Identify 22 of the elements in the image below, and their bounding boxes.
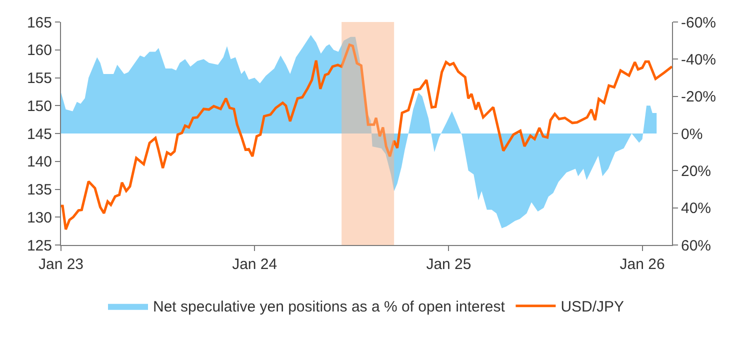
- y-tick-label: 125: [26, 237, 52, 254]
- y-tick-label: 145: [26, 126, 52, 143]
- y-tick-label: 130: [26, 209, 52, 226]
- y-tick-label: 135: [26, 182, 52, 198]
- y2-tick-label: 20%: [681, 162, 712, 180]
- y-tick-label: 140: [26, 154, 52, 171]
- x-tick-label: Jan 25: [426, 256, 472, 273]
- legend-label: Net speculative yen positions as a % of open interest: [153, 298, 506, 316]
- y-tick-label: 150: [26, 98, 52, 115]
- legend-label: USD/JPY: [560, 298, 624, 316]
- y-tick-label: 155: [26, 70, 52, 87]
- y2-tick-label: 60%: [681, 237, 712, 254]
- y2-tick-label: -20%: [681, 88, 716, 106]
- x-tick-label: Jan 24: [232, 256, 278, 273]
- y2-tick-label: 0%: [681, 126, 703, 143]
- y-tick-label: 165: [26, 14, 52, 32]
- y2-tick-label: 40%: [681, 200, 712, 218]
- x-tick-label: Jan 26: [620, 256, 665, 273]
- y2-tick-label: -60%: [681, 14, 716, 32]
- y2-tick-label: -40%: [681, 51, 716, 68]
- y-tick-label: 160: [26, 42, 52, 60]
- x-tick-label: Jan 23: [38, 256, 84, 273]
